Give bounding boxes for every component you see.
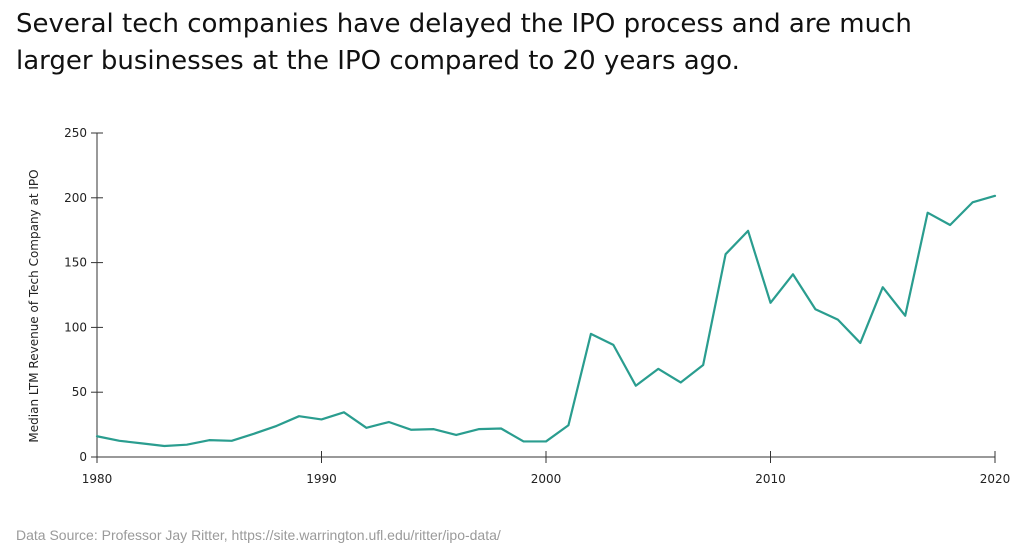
series-layer bbox=[95, 194, 997, 448]
y-axis-title: Median LTM Revenue of Tech Company at IP… bbox=[27, 169, 41, 442]
series-line bbox=[95, 194, 997, 448]
x-axis: 1980 1990 2000 2010 2020 bbox=[82, 451, 1011, 486]
y-tick-label: 50 bbox=[72, 385, 87, 399]
x-tick-label: 2010 bbox=[755, 472, 786, 486]
y-tick-label: 200 bbox=[64, 191, 87, 205]
x-tick-label: 1990 bbox=[306, 472, 337, 486]
headline-line-1: Several tech companies have delayed the … bbox=[16, 9, 912, 39]
y-tick-label: 150 bbox=[64, 256, 87, 270]
y-tick-label: 100 bbox=[64, 320, 87, 334]
data-source-note: Data Source: Professor Jay Ritter, https… bbox=[16, 527, 501, 543]
headline: Several tech companies have delayed the … bbox=[16, 6, 1016, 80]
y-tick-label: 250 bbox=[64, 126, 87, 140]
y-axis: 0 50 100 150 200 250 bbox=[64, 126, 103, 464]
x-tick-label: 1980 bbox=[82, 472, 113, 486]
y-tick-label: 0 bbox=[79, 450, 87, 464]
x-tick-label: 2000 bbox=[531, 472, 562, 486]
headline-line-2: larger businesses at the IPO compared to… bbox=[16, 46, 740, 76]
x-tick-label: 2020 bbox=[980, 472, 1011, 486]
